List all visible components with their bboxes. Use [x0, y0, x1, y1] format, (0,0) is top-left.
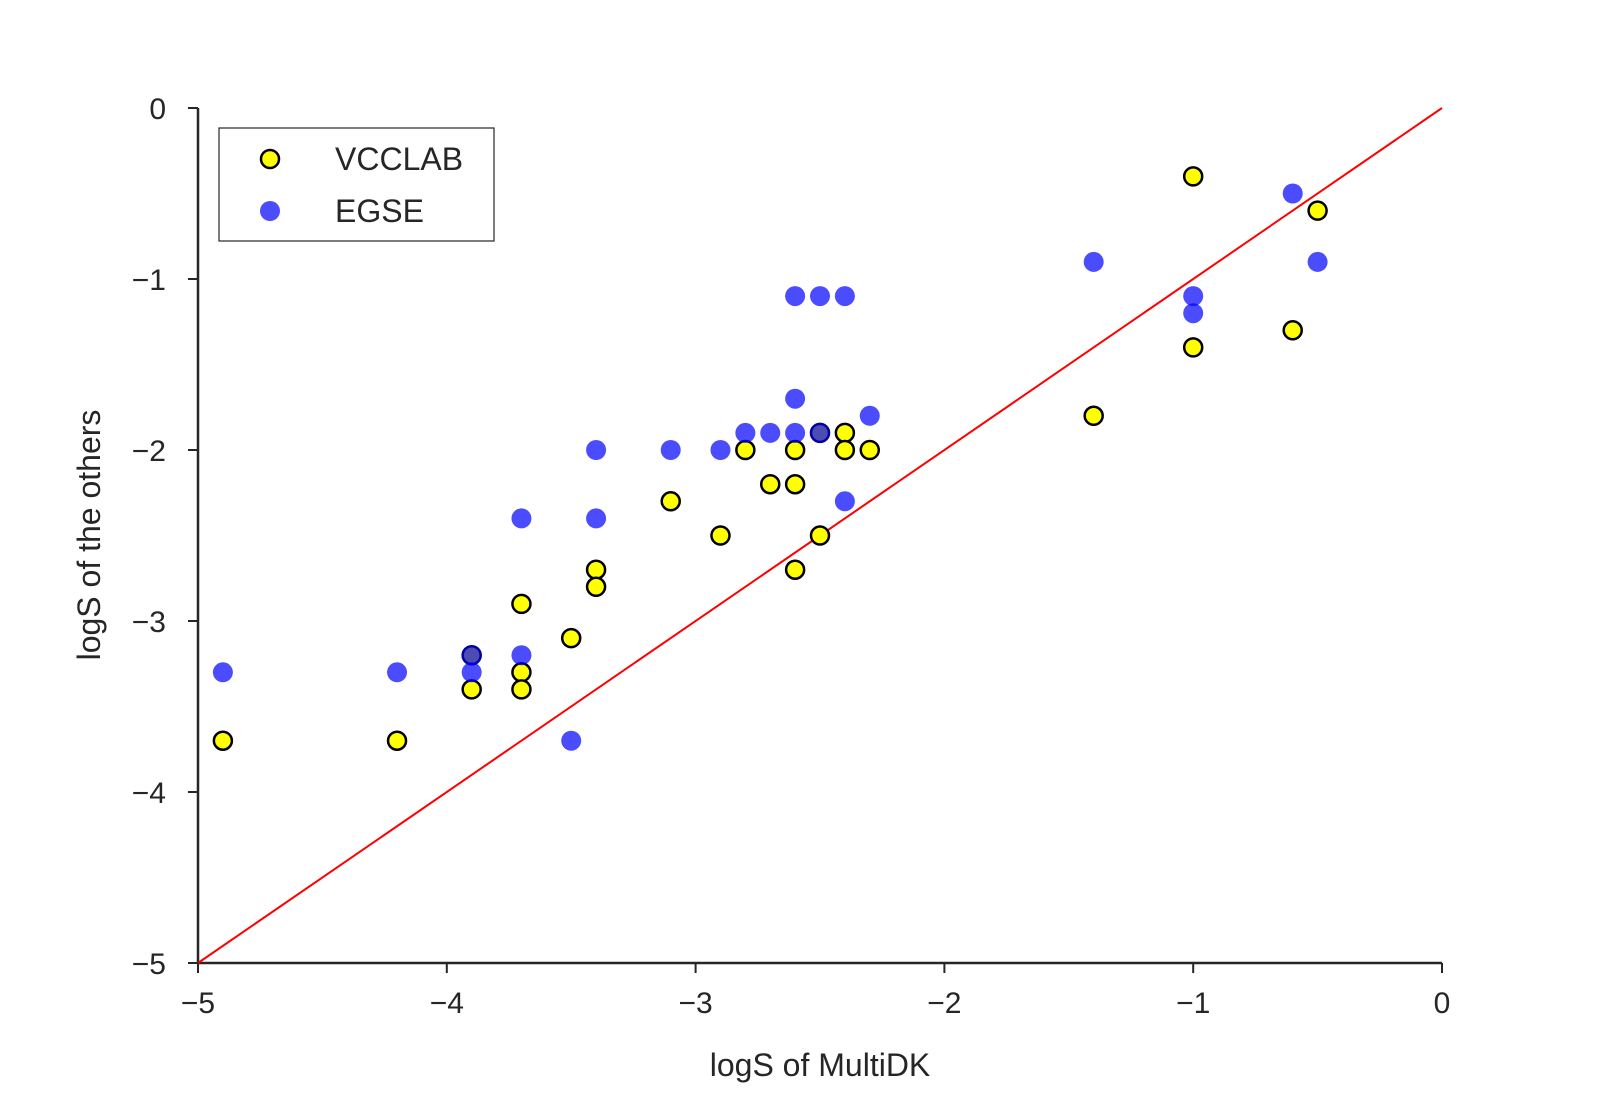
point-vcclab: [784, 473, 806, 495]
point-vcclab: [1083, 405, 1104, 427]
point-egse: [660, 440, 681, 460]
point-vcclab: [1282, 320, 1303, 341]
point-egse: [461, 645, 482, 666]
y-tick-label: 0: [149, 93, 166, 126]
point-egse: [1307, 251, 1328, 272]
point-egse: [834, 491, 855, 512]
legend-marker-egse: [260, 201, 280, 221]
point-egse: [1183, 286, 1204, 307]
point-vcclab: [759, 473, 781, 495]
point-vcclab: [1182, 166, 1204, 187]
plot-area: −5 −4 −3 −2 −1 0 −5 −4 −3 −2 −1 0: [132, 93, 1451, 1020]
point-egse: [760, 422, 781, 443]
point-egse: [212, 662, 233, 683]
x-tick-label: −5: [181, 987, 215, 1020]
y-tick-label: −2: [132, 435, 166, 468]
point-vcclab: [1182, 337, 1204, 358]
x-tick-label: −2: [927, 987, 961, 1020]
y-tick-label: −1: [132, 264, 166, 297]
point-egse: [511, 508, 532, 529]
point-vcclab: [212, 730, 234, 751]
point-vcclab: [735, 439, 756, 461]
point-vcclab: [1307, 200, 1328, 221]
y-tick-label: −3: [132, 606, 166, 639]
legend-frame: [218, 127, 495, 242]
y-tick-label: −4: [132, 777, 166, 810]
point-egse: [834, 286, 855, 307]
point-egse: [1183, 303, 1204, 324]
x-tick-label: −3: [678, 987, 712, 1020]
point-egse: [785, 422, 806, 443]
point-vcclab: [859, 439, 881, 461]
point-vcclab: [560, 627, 582, 649]
point-egse: [1083, 251, 1104, 272]
series-egse: [212, 183, 1328, 751]
point-egse: [586, 508, 607, 529]
y-tick-label: −5: [132, 948, 166, 981]
point-egse: [1282, 183, 1303, 204]
series-vcclab: [212, 166, 1328, 751]
x-tick-label: 0: [1434, 987, 1451, 1020]
point-egse: [511, 645, 532, 666]
point-vcclab: [585, 559, 607, 580]
point-egse: [561, 730, 582, 751]
point-vcclab: [511, 593, 532, 615]
x-tick-label: −1: [1176, 987, 1210, 1020]
point-egse: [387, 662, 408, 683]
point-egse: [735, 422, 756, 443]
point-vcclab: [834, 439, 856, 461]
point-egse: [810, 286, 830, 307]
axis-ticks: −5 −4 −3 −2 −1 0 −5 −4 −3 −2 −1 0: [132, 93, 1451, 1020]
x-tick-label: −4: [430, 987, 464, 1020]
y-axis-label: logS of the others: [71, 410, 107, 661]
point-vcclab: [660, 491, 681, 512]
point-egse: [785, 286, 806, 307]
x-axis-label: logS of MultiDK: [710, 1047, 931, 1083]
legend: VCCLAB EGSE: [218, 127, 495, 242]
point-vcclab: [784, 559, 806, 580]
point-vcclab: [511, 662, 532, 683]
point-egse: [461, 662, 482, 683]
legend-label-egse: EGSE: [335, 193, 424, 229]
point-vcclab: [585, 576, 607, 598]
point-egse: [586, 440, 607, 460]
point-egse: [785, 388, 806, 409]
point-vcclab: [386, 730, 408, 751]
point-egse: [859, 405, 880, 426]
point-vcclab: [784, 439, 806, 461]
point-egse: [810, 422, 830, 443]
legend-label-vcclab: VCCLAB: [335, 141, 463, 177]
data-markers: [212, 166, 1328, 751]
point-vcclab: [809, 525, 831, 546]
legend-marker-vcclab: [259, 148, 281, 170]
point-vcclab: [834, 422, 856, 444]
point-egse: [710, 440, 731, 460]
point-vcclab: [511, 679, 532, 700]
point-vcclab: [461, 679, 482, 700]
point-vcclab: [710, 525, 731, 546]
